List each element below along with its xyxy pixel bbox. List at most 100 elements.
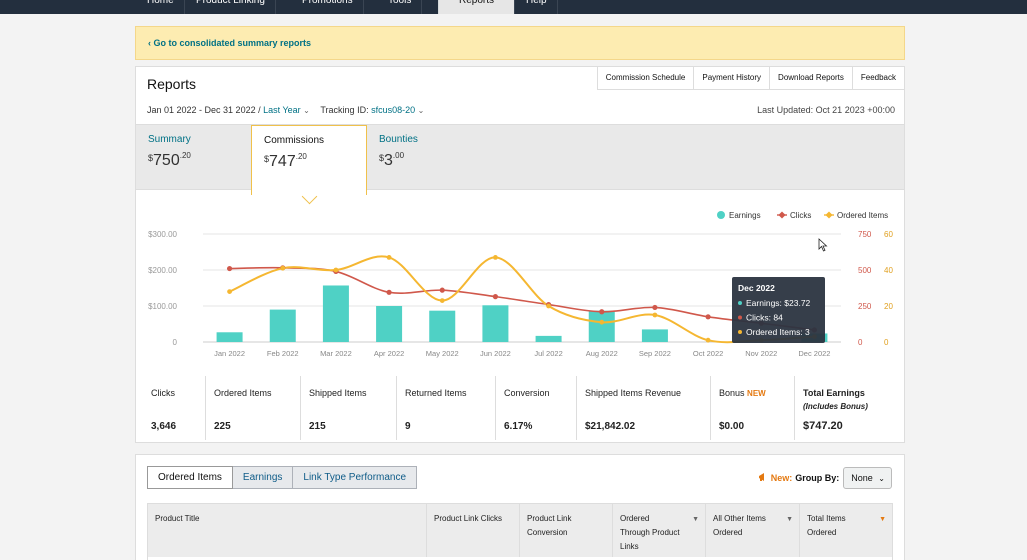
sort-down-icon: ▼ [692,516,699,523]
x-axis-label: Nov 2022 [745,349,777,358]
tooltip-dot [738,315,742,320]
stat-label: Shipped Items [309,388,367,398]
ordered-items-line [229,255,815,344]
col-ordered-through-links[interactable]: Ordered Through Product Links ▼ [613,504,706,557]
stat-label: Conversion [504,388,550,398]
group-by: New: Group By: None ⌄ [758,467,892,489]
col-product-link-clicks[interactable]: Product Link Clicks [427,504,520,557]
left-axis-tick: $100.00 [148,302,177,311]
legend-label: Earnings [729,211,761,220]
ordered-items-point [439,298,445,303]
stat-label: Bonus NEW [719,388,766,398]
x-axis-label: May 2022 [426,349,459,358]
tooltip-dot [738,330,742,334]
card-commissions[interactable]: Commissions $747.20 [251,125,367,195]
card-summary[interactable]: Summary $750.20 [136,125,252,191]
stat-label: Returned Items [405,388,467,398]
nav-home[interactable]: Home [137,0,185,14]
stat-bonus: Bonus NEW $0.00 [711,376,795,440]
clicks-point [439,287,445,293]
ordered-items-point [599,319,605,325]
ordered-items-point [546,303,551,309]
earnings-bar [322,285,349,342]
col-all-other-items[interactable]: All Other Items Ordered ▼ [706,504,800,557]
clicks-point [599,309,605,315]
card-bounties[interactable]: Bounties $3.00 [367,125,483,191]
stat-label: Shipped Items Revenue [585,388,682,398]
chevron-down-icon: ⌄ [303,106,310,115]
reports-panel: Reports Commission Schedule Payment Hist… [135,66,905,443]
stat-clicks: Clicks 3,646 [143,376,206,440]
ordered-items-point [493,255,498,260]
stat-label: Total Earnings (Includes Bonus) [803,388,868,411]
x-axis-label: Aug 2022 [586,349,618,358]
stat-label: Ordered Items [214,388,272,398]
megaphone-icon [758,472,768,484]
nav-help[interactable]: Help [516,0,558,14]
tab-link-type-performance[interactable]: Link Type Performance [293,466,418,489]
tracking-id-dropdown[interactable]: sfcus08-20 ⌄ [371,105,424,115]
download-reports-link[interactable]: Download Reports [769,67,852,90]
left-axis-tick: $300.00 [148,230,177,239]
stat-value: 225 [214,421,231,432]
stat-total-earnings: Total Earnings (Includes Bonus) $747.20 [795,376,898,440]
group-by-label: Group By: [795,473,840,483]
sort-down-icon: ▼ [786,516,793,523]
period-dropdown[interactable]: Last Year ⌄ [263,105,310,115]
earnings-bar [269,309,296,342]
left-axis-tick: $200.00 [148,266,177,275]
x-axis-label: Oct 2022 [693,349,723,358]
col-product-title[interactable]: Product Title [148,504,427,557]
items-tabs: Ordered Items Earnings Link Type Perform… [147,466,418,489]
stat-value: $0.00 [719,421,745,432]
mouse-cursor-icon [818,238,828,252]
ordered-items-point [705,337,711,343]
nav-promotions[interactable]: Promotions [292,0,364,14]
col-product-link-conversion[interactable]: Product Link Conversion [520,504,613,557]
tab-earnings[interactable]: Earnings [232,466,294,489]
right-axis-tick-clicks: 750 [858,230,872,239]
top-nav: Home Product Linking Promotions Tools Re… [0,0,1027,14]
card-amount: $750.20 [148,151,191,169]
legend-marker [778,211,786,219]
earnings-bar [641,329,668,342]
clicks-point [652,304,658,311]
new-badge: NEW [747,389,766,398]
legend-marker [717,211,725,219]
ordered-items-point [227,289,232,294]
commission-schedule-link[interactable]: Commission Schedule [596,67,694,90]
feedback-link[interactable]: Feedback [851,67,904,90]
payment-history-link[interactable]: Payment History [693,67,770,90]
x-axis-label: Feb 2022 [267,349,299,358]
col-total-items[interactable]: Total Items Ordered ▼ [807,514,886,537]
earnings-bar [535,335,562,342]
clicks-point [226,265,233,272]
legend-marker [825,211,833,219]
right-axis-tick-clicks: 0 [858,338,863,347]
card-amount: $747.20 [264,152,307,170]
group-by-value: None [851,473,873,483]
consolidated-summary-link[interactable]: ‹ Go to consolidated summary reports [148,38,312,48]
sort-down-icon: ▼ [879,516,886,523]
stat-ordered-items: Ordered Items 225 [206,376,301,440]
group-by-select[interactable]: None ⌄ [843,467,892,489]
stat-returned-items: Returned Items 9 [397,376,496,440]
right-axis-tick-items: 60 [884,230,893,239]
tab-ordered-items[interactable]: Ordered Items [147,466,233,489]
stat-value: 3,646 [151,421,177,432]
tooltip-line: Ordered Items: 3 [746,327,810,337]
date-range: Jan 01 2022 - Dec 31 2022 / [147,105,261,115]
x-axis-label: Mar 2022 [320,349,352,358]
tooltip-line: Clicks: 84 [746,313,783,323]
earnings-chart: $300.00 $200.00 $100.00 0 750 500 250 0 60 40 20 0 J… [148,211,893,358]
nav-tools[interactable]: Tools [378,0,423,14]
stat-shipped-items: Shipped Items 215 [301,376,397,440]
earnings-bar [216,332,243,342]
nav-product-linking[interactable]: Product Linking [186,0,276,14]
nav-reports[interactable]: Reports [438,0,515,14]
card-label: Summary [148,134,191,145]
earnings-bar [588,310,615,342]
table-header: Product Title Product Link Clicks Produc… [147,503,893,558]
clicks-point [705,314,711,320]
date-row: Jan 01 2022 - Dec 31 2022 / Last Year ⌄ … [147,105,424,115]
